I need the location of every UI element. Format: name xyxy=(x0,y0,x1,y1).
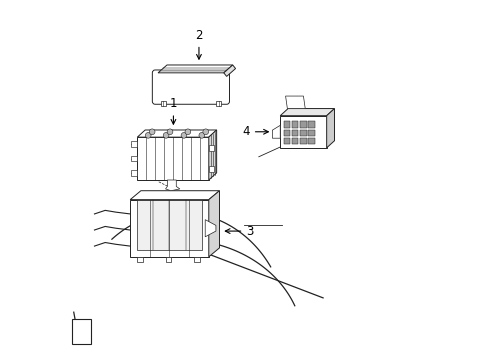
Polygon shape xyxy=(283,130,290,136)
Polygon shape xyxy=(136,200,202,250)
Circle shape xyxy=(181,132,186,138)
Text: 2: 2 xyxy=(195,29,203,59)
Polygon shape xyxy=(208,130,216,180)
Polygon shape xyxy=(165,180,180,191)
Polygon shape xyxy=(300,130,306,136)
Polygon shape xyxy=(291,130,298,136)
Polygon shape xyxy=(285,96,305,109)
Text: 3: 3 xyxy=(225,225,253,238)
Polygon shape xyxy=(130,200,208,257)
Polygon shape xyxy=(224,65,235,76)
Polygon shape xyxy=(300,121,306,128)
Polygon shape xyxy=(291,138,298,144)
Text: 1: 1 xyxy=(169,97,177,124)
Polygon shape xyxy=(194,257,200,262)
Polygon shape xyxy=(208,191,219,257)
Circle shape xyxy=(203,129,208,135)
Circle shape xyxy=(163,132,168,138)
Polygon shape xyxy=(72,319,91,344)
Polygon shape xyxy=(131,156,137,161)
Polygon shape xyxy=(208,166,214,172)
Polygon shape xyxy=(137,257,142,262)
Circle shape xyxy=(199,132,204,138)
Polygon shape xyxy=(280,116,326,148)
Polygon shape xyxy=(280,109,334,116)
Polygon shape xyxy=(283,121,290,128)
Polygon shape xyxy=(131,170,137,176)
Polygon shape xyxy=(165,257,171,262)
Polygon shape xyxy=(308,138,314,144)
Polygon shape xyxy=(283,138,290,144)
Polygon shape xyxy=(208,145,214,151)
Text: 4: 4 xyxy=(242,125,268,138)
Polygon shape xyxy=(137,130,216,137)
Polygon shape xyxy=(300,138,306,144)
Circle shape xyxy=(145,132,151,138)
Circle shape xyxy=(149,129,155,135)
Polygon shape xyxy=(308,121,314,128)
Polygon shape xyxy=(205,220,216,237)
Polygon shape xyxy=(137,137,208,180)
Polygon shape xyxy=(131,141,137,147)
Circle shape xyxy=(184,129,190,135)
Polygon shape xyxy=(308,130,314,136)
Polygon shape xyxy=(130,191,219,200)
Polygon shape xyxy=(216,102,221,106)
Polygon shape xyxy=(291,121,298,128)
Polygon shape xyxy=(326,109,334,148)
FancyBboxPatch shape xyxy=(152,70,229,104)
Circle shape xyxy=(167,129,173,135)
Polygon shape xyxy=(160,102,165,106)
Polygon shape xyxy=(158,65,232,73)
Polygon shape xyxy=(272,125,280,138)
